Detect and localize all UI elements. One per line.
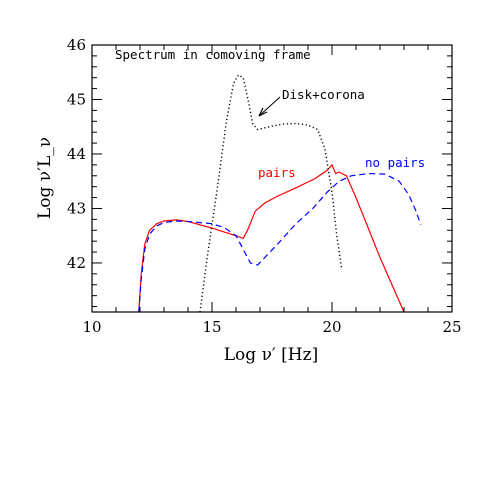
series-line-pairs	[138, 163, 405, 312]
x-axis-label: Log ν′ [Hz]	[224, 345, 318, 365]
y-axis-label: Log ν′L_ν	[35, 137, 55, 219]
x-tick-label: 20	[322, 318, 341, 336]
series-line-disk-corona	[199, 74, 343, 312]
y-tick-label: 42	[67, 254, 86, 272]
pairs-label: pairs	[258, 165, 296, 180]
frame-label: Spectrum in comoving frame	[115, 47, 311, 62]
y-tick-label: 43	[67, 199, 86, 217]
x-tick-label: 10	[82, 318, 101, 336]
plot-frame	[91, 44, 453, 313]
series-line-no-pairs	[138, 172, 422, 312]
axis-ticks	[91, 44, 453, 312]
disk-corona-label: Disk+corona	[282, 87, 365, 102]
y-tick-label: 44	[67, 145, 86, 163]
x-tick-label: 25	[442, 318, 461, 336]
y-tick-label: 45	[67, 90, 86, 108]
no-pairs-label: no pairs	[365, 155, 425, 170]
tick-labels: 10 15 20 25 42 43 44 45 46	[67, 36, 462, 336]
x-tick-label: 15	[202, 318, 221, 336]
y-tick-label: 46	[67, 36, 86, 54]
disk-corona-arrow-icon	[258, 96, 281, 117]
series-layer	[138, 74, 422, 312]
